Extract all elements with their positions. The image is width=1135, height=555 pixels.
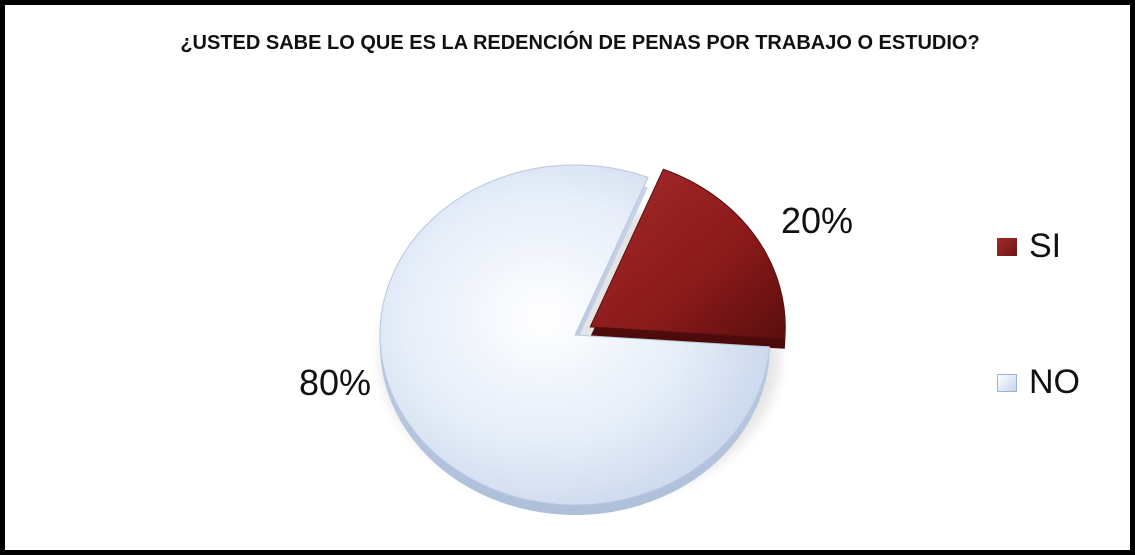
pie-slice-si xyxy=(589,168,786,340)
legend-item-si: SI xyxy=(997,227,1061,266)
legend-swatch-no xyxy=(997,373,1017,392)
pie-labels: 20% 80% xyxy=(299,200,853,403)
legend-item-no: NO xyxy=(997,363,1080,402)
legend-swatch-si xyxy=(997,237,1017,256)
data-label-si: 20% xyxy=(781,200,853,241)
data-label-no: 80% xyxy=(299,362,371,403)
legend-label-no: NO xyxy=(1029,363,1080,401)
pie-slice-no xyxy=(379,164,771,506)
pie-chart: 20% 80% xyxy=(299,164,853,515)
chart-title: ¿USTED SABE LO QUE ES LA REDENCIÓN DE PE… xyxy=(180,32,980,54)
pie-slices xyxy=(379,164,786,506)
legend-label-si: SI xyxy=(1029,227,1062,265)
